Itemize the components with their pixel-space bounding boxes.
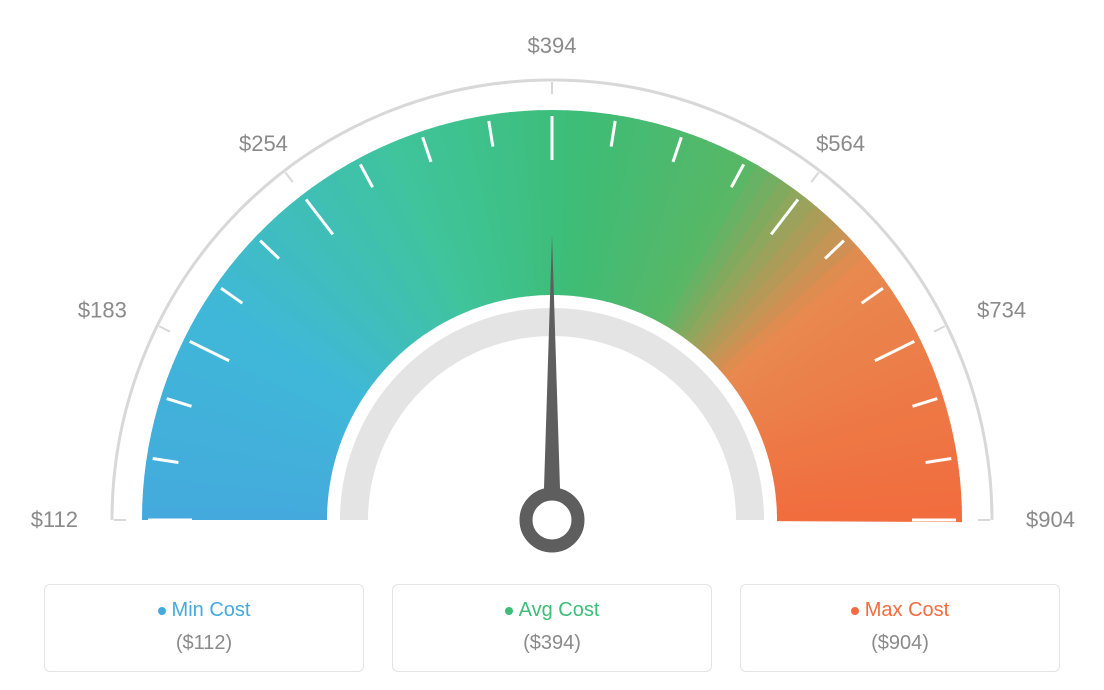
- gauge-tick-label: $564: [816, 131, 865, 156]
- legend-title-text: Avg Cost: [519, 599, 600, 622]
- gauge-tick-label: $183: [78, 297, 127, 322]
- gauge-tick-label: $734: [977, 297, 1026, 322]
- legend-title-text: Max Cost: [865, 599, 949, 622]
- dot-icon: [851, 607, 859, 615]
- gauge-tick-label: $112: [31, 507, 78, 532]
- legend-title-min: Min Cost: [158, 599, 251, 622]
- legend-title-max: Max Cost: [851, 599, 949, 622]
- gauge-chart: $112 $183 $254 $394 $564 $734 $904: [0, 0, 1104, 580]
- legend-card-min: Min Cost ($112): [44, 584, 364, 672]
- legend-title-text: Min Cost: [172, 599, 251, 622]
- legend-value-max: ($904): [751, 632, 1049, 655]
- gauge-tick-label: $394: [528, 33, 577, 58]
- legend-title-avg: Avg Cost: [505, 599, 600, 622]
- gauge-tick-label: $904: [1026, 507, 1075, 532]
- legend-card-max: Max Cost ($904): [740, 584, 1060, 672]
- gauge-tick-label: $254: [239, 131, 288, 156]
- dot-icon: [505, 607, 513, 615]
- legend-row: Min Cost ($112) Avg Cost ($394) Max Cost…: [0, 584, 1104, 672]
- dot-icon: [158, 607, 166, 615]
- gauge-svg: $112 $183 $254 $394 $564 $734 $904: [0, 0, 1104, 580]
- legend-value-min: ($112): [55, 632, 353, 655]
- legend-card-avg: Avg Cost ($394): [392, 584, 712, 672]
- gauge-needle-hub: [526, 494, 578, 546]
- legend-value-avg: ($394): [403, 632, 701, 655]
